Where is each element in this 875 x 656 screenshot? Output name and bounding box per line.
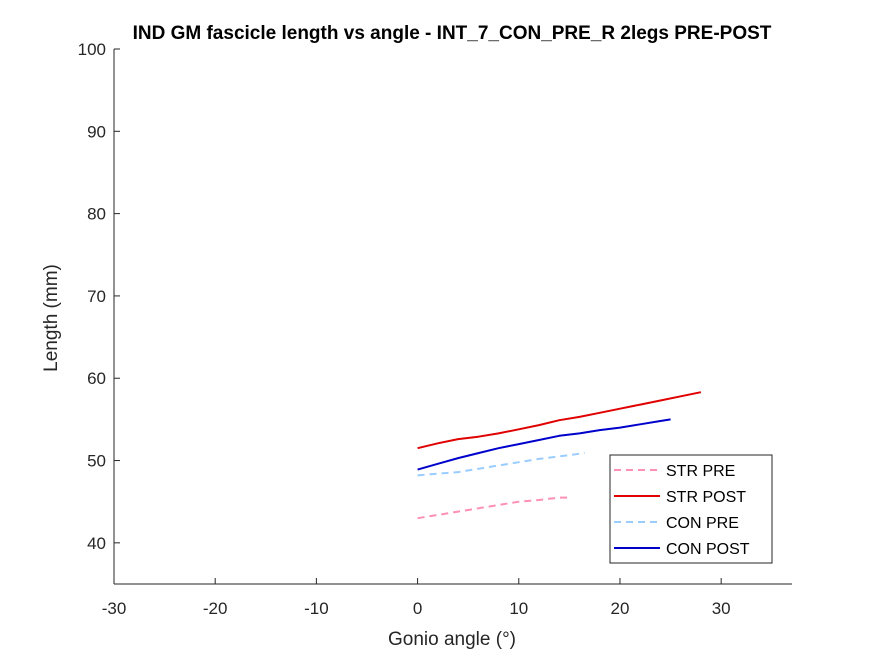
x-tick-label: 0 bbox=[413, 599, 422, 618]
x-tick-label: -10 bbox=[304, 599, 329, 618]
y-tick-label: 60 bbox=[87, 369, 106, 388]
chart-title: IND GM fascicle length vs angle - INT_7_… bbox=[133, 23, 772, 44]
y-ticks: 40 50 60 70 80 90 100 bbox=[78, 40, 120, 553]
legend: STR PRE STR POST CON PRE CON POST bbox=[609, 454, 773, 564]
x-tick-label: 30 bbox=[712, 599, 731, 618]
x-axis-label: Gonio angle (°) bbox=[388, 629, 516, 650]
y-tick-label: 50 bbox=[87, 452, 106, 471]
x-tick-label: 20 bbox=[611, 599, 630, 618]
series-layer bbox=[417, 391, 702, 520]
x-tick-label: 10 bbox=[509, 599, 528, 618]
series-line-str-pre bbox=[417, 496, 570, 520]
legend-label: STR PRE bbox=[666, 463, 735, 480]
x-tick-label: -30 bbox=[102, 599, 127, 618]
y-tick-label: 40 bbox=[87, 534, 106, 553]
series-line-str-post bbox=[417, 391, 702, 450]
y-tick-label: 100 bbox=[78, 40, 106, 59]
x-tick-label: -20 bbox=[203, 599, 228, 618]
legend-label: STR POST bbox=[666, 489, 746, 506]
y-tick-label: 80 bbox=[87, 205, 106, 224]
y-tick-label: 70 bbox=[87, 287, 106, 306]
legend-label: CON PRE bbox=[666, 515, 739, 532]
x-ticks: -30 -20 -10 0 10 20 30 bbox=[102, 578, 731, 618]
y-axis-label: Length (mm) bbox=[41, 264, 62, 372]
axes-layer bbox=[113, 49, 792, 585]
legend-box bbox=[609, 454, 773, 564]
legend-items: STR PRE STR POST CON PRE CON POST bbox=[614, 463, 750, 558]
legend-label: CON POST bbox=[666, 541, 750, 558]
series-line-con-pre bbox=[417, 452, 585, 477]
y-tick-label: 90 bbox=[87, 122, 106, 141]
series-line-con-post bbox=[417, 418, 671, 471]
